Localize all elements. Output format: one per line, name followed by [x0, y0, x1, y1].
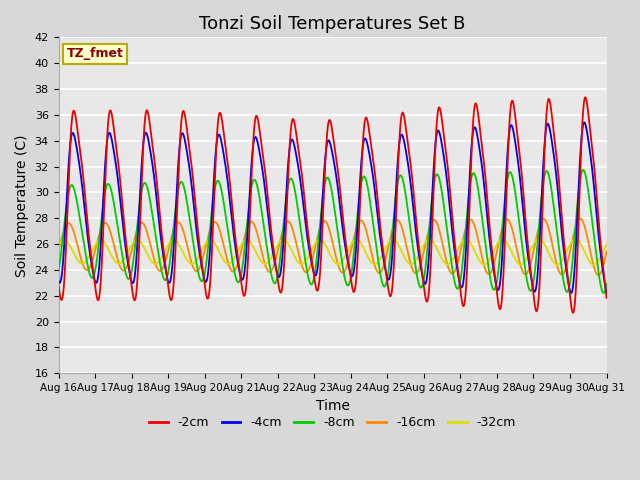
Legend: -2cm, -4cm, -8cm, -16cm, -32cm: -2cm, -4cm, -8cm, -16cm, -32cm — [144, 411, 521, 434]
Y-axis label: Soil Temperature (C): Soil Temperature (C) — [15, 134, 29, 276]
X-axis label: Time: Time — [316, 398, 349, 413]
Text: TZ_fmet: TZ_fmet — [67, 48, 124, 60]
Title: Tonzi Soil Temperatures Set B: Tonzi Soil Temperatures Set B — [199, 15, 466, 33]
